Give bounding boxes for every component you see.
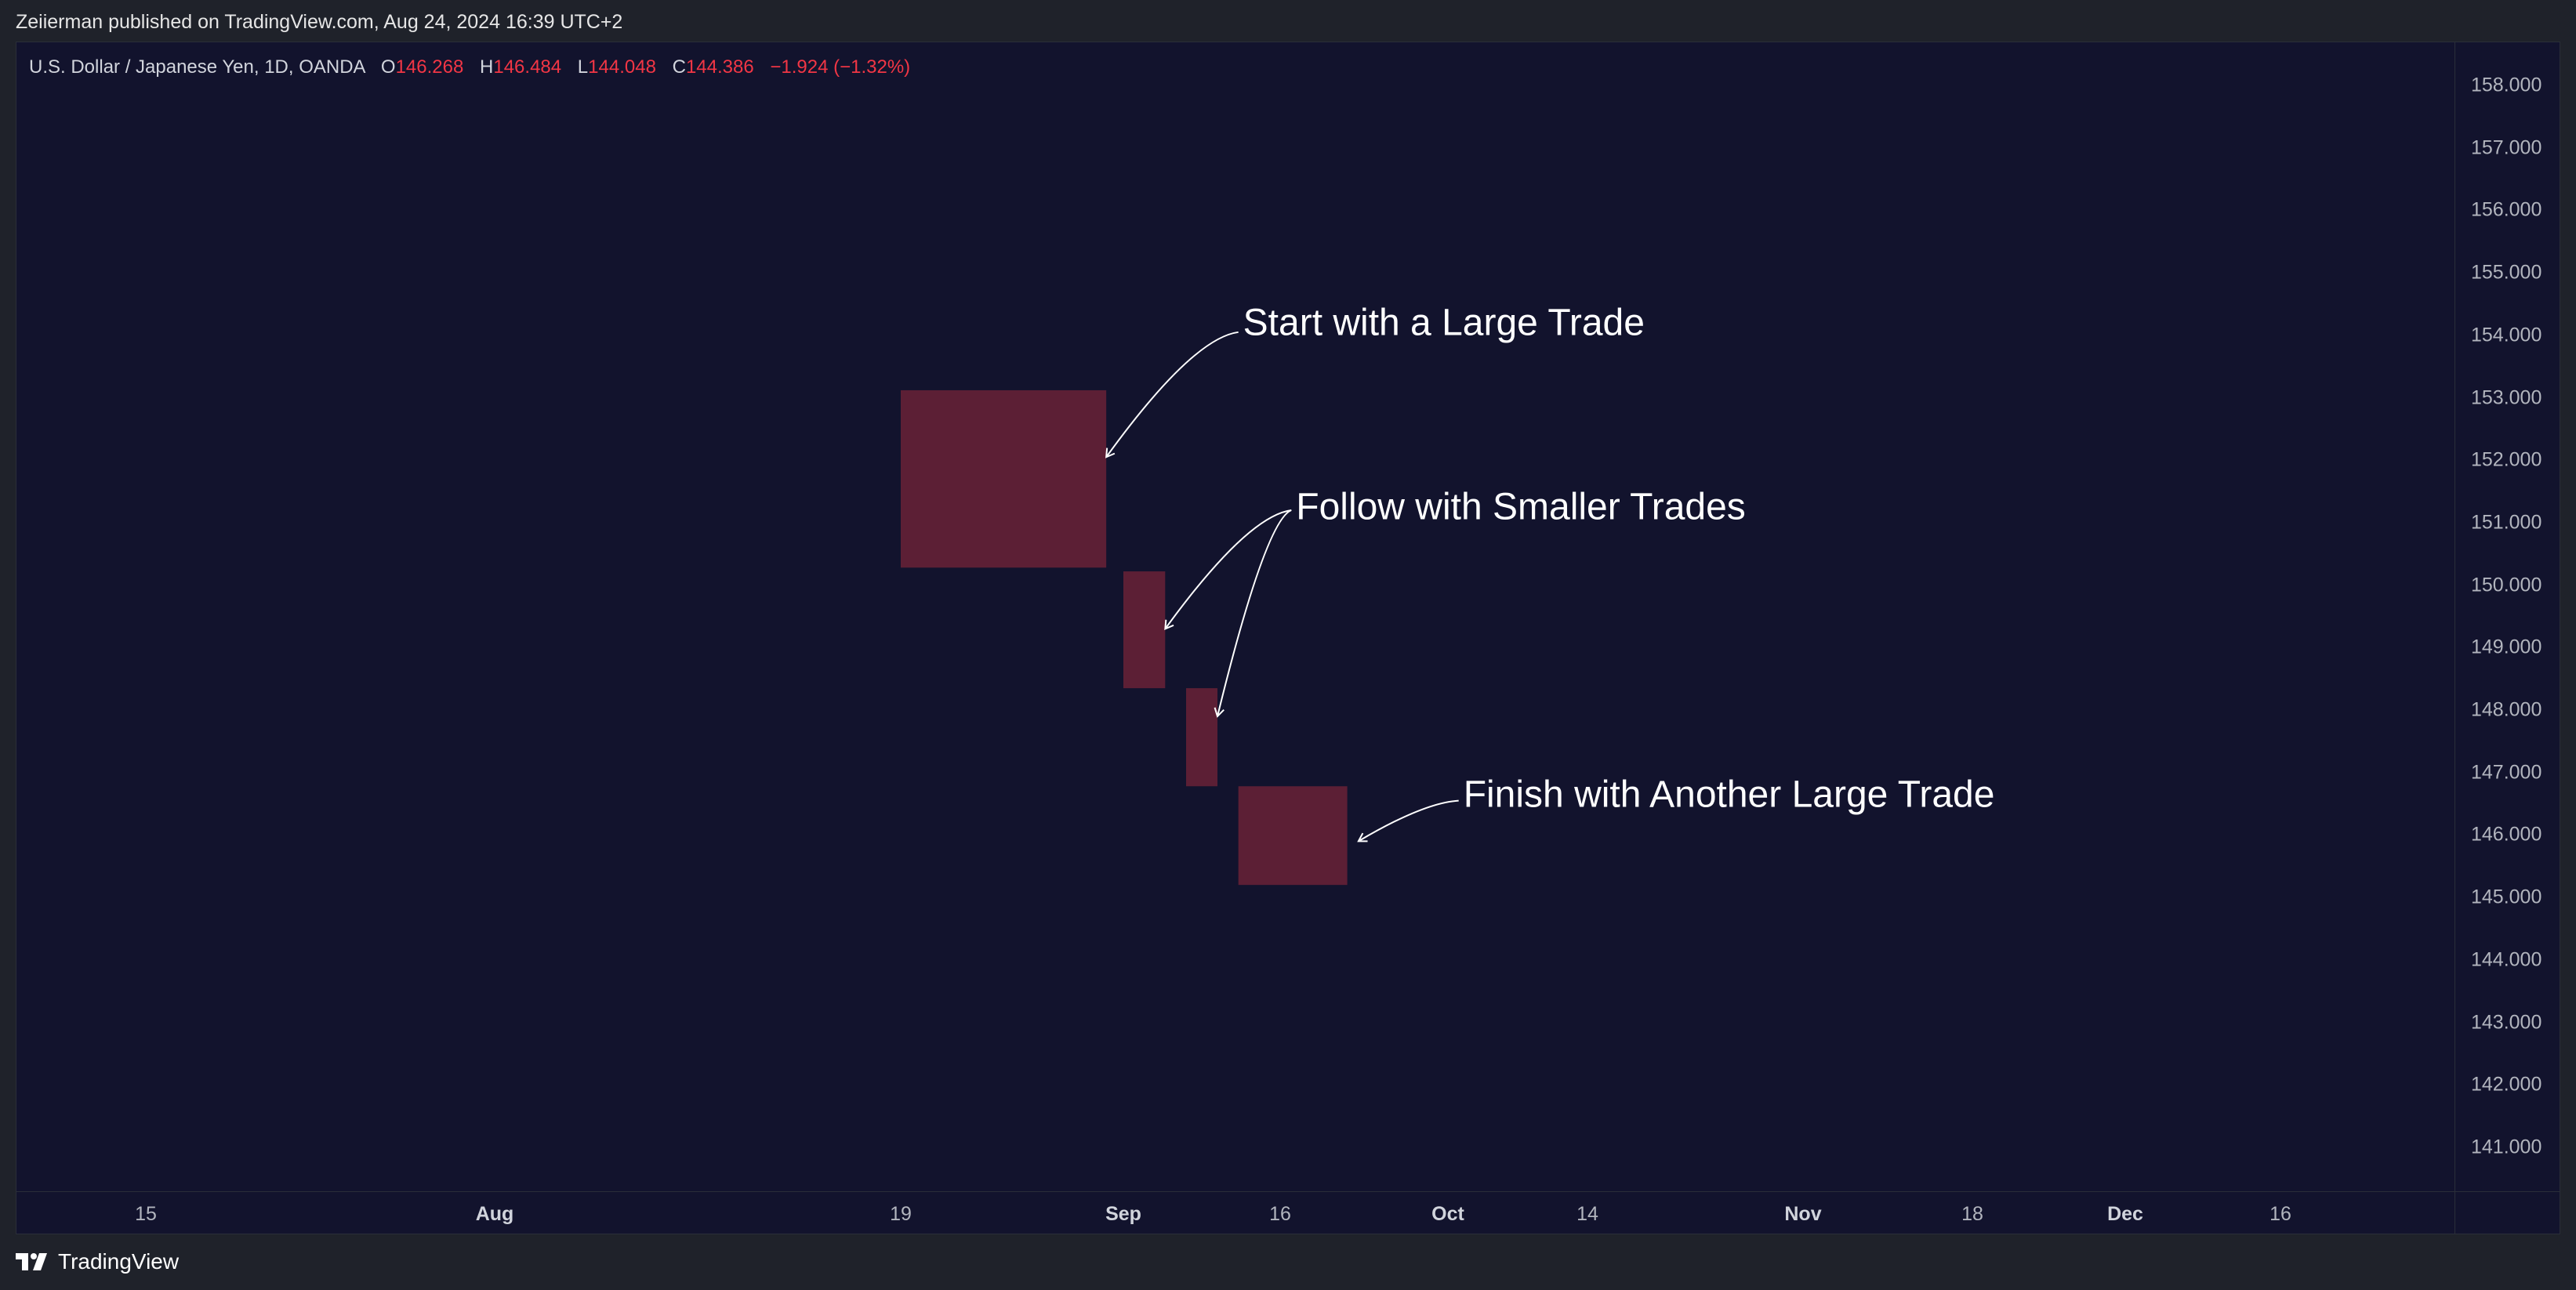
time-tick-label: Nov xyxy=(1784,1203,1822,1225)
price-tick-label: 146.000 xyxy=(2471,823,2542,846)
price-tick-label: 141.000 xyxy=(2471,1136,2542,1158)
time-axis[interactable]: 15 Aug 19 Sep 16 Oct 14 Nov 18 Dec 16 xyxy=(16,1191,2454,1234)
annotation-arrow[interactable] xyxy=(1105,331,1239,458)
small-trade-2-box[interactable] xyxy=(1186,688,1217,787)
price-tick-label: 148.000 xyxy=(2471,698,2542,721)
axis-corner xyxy=(2454,1191,2560,1234)
legend-close-value: 144.386 xyxy=(685,56,754,78)
legend-open-label: O xyxy=(380,56,396,78)
annotation-arrow[interactable] xyxy=(1357,799,1459,842)
time-tick-label: 14 xyxy=(1576,1203,1598,1225)
legend-close-label: C xyxy=(672,56,686,78)
time-tick-label: Aug xyxy=(475,1203,514,1225)
legend-high-label: H xyxy=(480,56,494,78)
legend-open-value: 146.268 xyxy=(395,56,464,78)
time-tick-label: 19 xyxy=(890,1203,912,1225)
legend-high-value: 146.484 xyxy=(493,56,562,78)
price-tick-label: 143.000 xyxy=(2471,1011,2542,1033)
time-tick-label: Sep xyxy=(1105,1203,1141,1225)
price-tick-label: 152.000 xyxy=(2471,448,2542,471)
boxes-layer xyxy=(901,390,1348,886)
annotation-text[interactable]: Finish with Another Large Trade xyxy=(1463,774,1995,816)
price-tick-label: 155.000 xyxy=(2471,261,2542,284)
arrows-layer xyxy=(1105,331,1459,842)
price-tick-label: 145.000 xyxy=(2471,886,2542,908)
plot-area[interactable]: Start with a Large Trade Follow with Smal… xyxy=(16,42,2454,1191)
publish-header: Zeiierman published on TradingView.com, … xyxy=(16,11,623,33)
annotation-arrow[interactable] xyxy=(1214,509,1292,718)
time-tick-label: Oct xyxy=(1431,1203,1464,1225)
time-tick-label: 16 xyxy=(2269,1203,2291,1225)
time-tick-label: 18 xyxy=(1961,1203,1983,1225)
time-tick-label: 16 xyxy=(1269,1203,1291,1225)
footer-brand-label: TradingView xyxy=(58,1249,180,1274)
price-tick-label: 151.000 xyxy=(2471,511,2542,534)
tradingview-logo-icon xyxy=(16,1253,47,1270)
chart-plot-svg xyxy=(901,331,1459,886)
price-tick-label: 156.000 xyxy=(2471,198,2542,221)
price-tick-label: 154.000 xyxy=(2471,324,2542,346)
price-tick-label: 147.000 xyxy=(2471,761,2542,784)
price-tick-label: 153.000 xyxy=(2471,386,2542,408)
symbol-legend: U.S. Dollar / Japanese Yen, 1D, OANDA O1… xyxy=(29,56,910,78)
price-tick-label: 142.000 xyxy=(2471,1073,2542,1096)
annotation-text[interactable]: Follow with Smaller Trades xyxy=(1296,486,1746,528)
legend-change: −1.924 (−1.32%) xyxy=(770,56,911,78)
small-trade-1-box[interactable] xyxy=(1123,571,1166,689)
price-axis[interactable]: 158.000 157.000 156.000 155.000 154.000 153.0… xyxy=(2454,42,2560,1191)
price-tick-label: 158.000 xyxy=(2471,74,2542,96)
large-trade-1-box[interactable] xyxy=(901,390,1107,568)
time-tick-label: Dec xyxy=(2107,1203,2143,1225)
legend-low-label: L xyxy=(577,56,589,78)
annotation-text[interactable]: Start with a Large Trade xyxy=(1243,302,1645,344)
legend-symbol[interactable]: U.S. Dollar / Japanese Yen, 1D, OANDA xyxy=(29,56,365,78)
price-tick-label: 144.000 xyxy=(2471,948,2542,971)
price-tick-label: 149.000 xyxy=(2471,636,2542,658)
large-trade-2-box[interactable] xyxy=(1238,786,1348,886)
price-tick-label: 157.000 xyxy=(2471,136,2542,159)
legend-low-value: 144.048 xyxy=(588,56,656,78)
price-tick-label: 150.000 xyxy=(2471,574,2542,596)
footer-brand[interactable]: TradingView xyxy=(16,1249,179,1274)
annotation-arrow[interactable] xyxy=(1164,509,1292,630)
time-tick-label: 15 xyxy=(135,1203,157,1225)
chart-frame[interactable]: Start with a Large Trade Follow with Smal… xyxy=(16,42,2560,1234)
